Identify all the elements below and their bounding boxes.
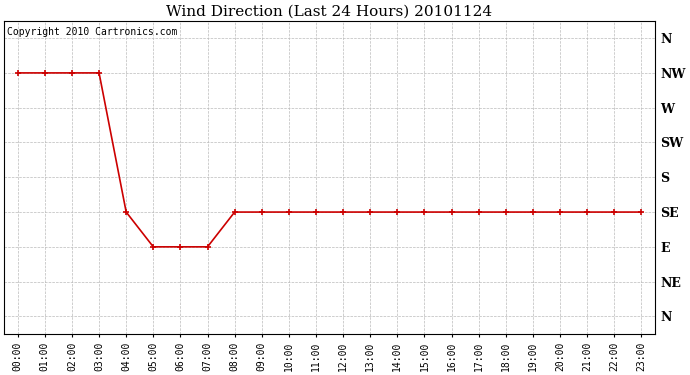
Title: Wind Direction (Last 24 Hours) 20101124: Wind Direction (Last 24 Hours) 20101124 [166,4,493,18]
Text: Copyright 2010 Cartronics.com: Copyright 2010 Cartronics.com [8,27,178,37]
